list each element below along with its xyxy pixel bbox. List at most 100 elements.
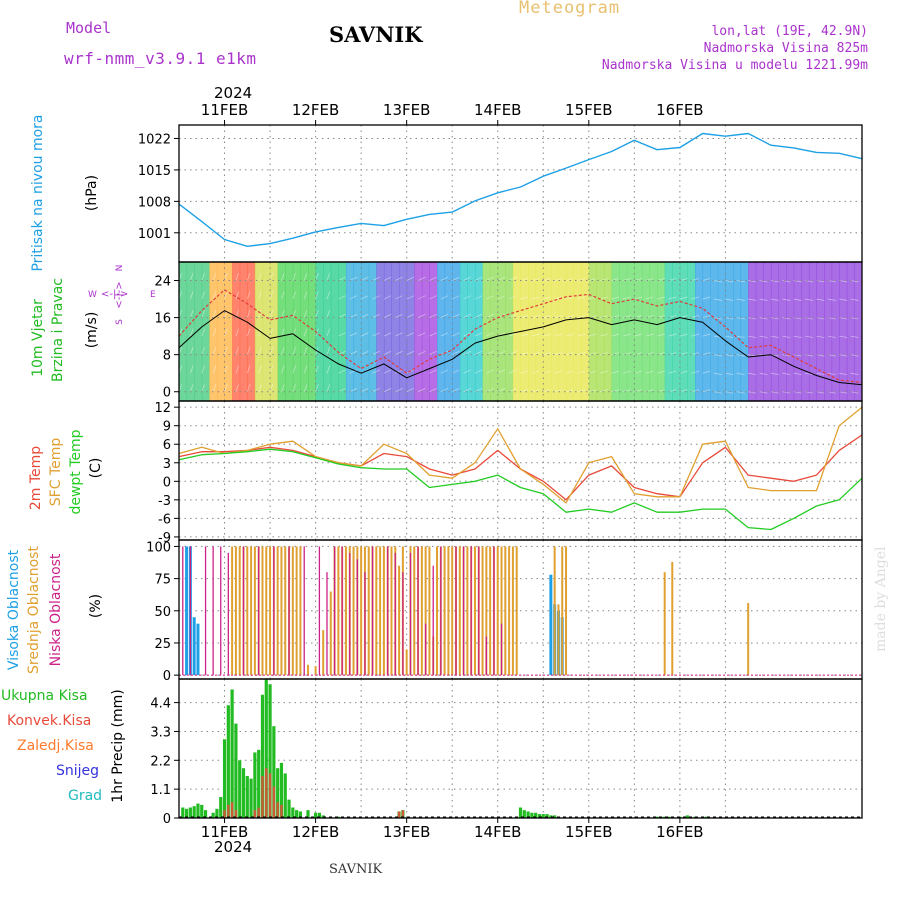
wind-field-cell bbox=[573, 262, 582, 401]
precip-total-bar bbox=[264, 679, 268, 818]
wind-barb bbox=[372, 387, 380, 393]
cloud-low-bar bbox=[258, 546, 260, 676]
wind-field-cell bbox=[399, 262, 408, 401]
wind-field-cell bbox=[292, 262, 301, 401]
cloud-low-bar bbox=[371, 546, 374, 676]
wind-barb bbox=[782, 280, 791, 283]
ytick-label: 100 bbox=[146, 540, 171, 555]
wind-field-cell bbox=[793, 262, 802, 401]
cloud-mid-bar bbox=[337, 546, 340, 676]
cloud-mid-bar bbox=[413, 546, 416, 676]
wind-field-cell bbox=[482, 262, 491, 401]
wind-barb bbox=[429, 332, 437, 337]
xtick-label-bottom: 14FEB bbox=[474, 823, 521, 841]
elevation-label: Nadmorska Visina 825m bbox=[703, 41, 868, 56]
wind-barb bbox=[736, 335, 745, 338]
wind-barb bbox=[508, 295, 517, 300]
wind-barb bbox=[201, 328, 205, 337]
wind-barb bbox=[440, 332, 449, 337]
cloud-mid-bar bbox=[466, 546, 469, 676]
ytick-label: 1015 bbox=[138, 164, 171, 179]
wind-field-cell bbox=[763, 262, 772, 401]
ytick-label: 12 bbox=[154, 401, 171, 416]
precip-total-bar bbox=[272, 726, 276, 818]
wind-field-cell bbox=[831, 262, 840, 401]
xtick-label-top: 13FEB bbox=[383, 101, 430, 119]
wind-barb bbox=[565, 333, 574, 337]
year-top: 2024 bbox=[214, 84, 253, 102]
temperature-frame bbox=[178, 400, 863, 541]
wind-barb bbox=[622, 278, 631, 281]
precip-total-bar bbox=[291, 807, 295, 818]
wind-field-cell bbox=[611, 262, 620, 401]
precip-total-bar bbox=[704, 816, 709, 818]
wind-barb bbox=[235, 328, 240, 337]
wind-barb bbox=[725, 280, 734, 283]
wind-barb bbox=[691, 352, 700, 356]
wind-barb bbox=[839, 280, 848, 283]
cloud-low-bar bbox=[462, 546, 465, 676]
wind-barb bbox=[497, 350, 506, 356]
cloud-mid-bar bbox=[489, 546, 492, 676]
cloud-low-bar bbox=[387, 546, 389, 676]
wind-field-cell bbox=[528, 262, 537, 401]
precip-total-bar bbox=[655, 816, 659, 818]
cloud-mid-bar bbox=[557, 604, 560, 676]
precip-total-bar bbox=[234, 723, 238, 818]
wind-barb bbox=[224, 384, 228, 392]
precip-total-bar bbox=[541, 814, 545, 818]
cloud-mid-bar bbox=[390, 546, 393, 676]
wind-barb bbox=[748, 280, 757, 283]
wind-barb bbox=[349, 350, 358, 356]
precip-total-bar bbox=[336, 816, 340, 818]
wind-barb bbox=[520, 315, 529, 318]
cloud-high-bar bbox=[549, 574, 553, 676]
wind-unit: (m/s) bbox=[84, 312, 100, 349]
pressure-line bbox=[178, 132, 863, 248]
wind-barb bbox=[565, 370, 574, 374]
precip-legend-2: Zaledj.Kisa bbox=[17, 738, 94, 754]
wind-barb bbox=[611, 333, 620, 337]
cloud-low-bar bbox=[485, 636, 487, 676]
wind-barb bbox=[611, 278, 620, 281]
wind-field-cell bbox=[657, 262, 666, 401]
wind-barb bbox=[281, 384, 285, 392]
wind-barb bbox=[679, 315, 688, 318]
wind-barb bbox=[679, 370, 688, 374]
wind-barb bbox=[246, 291, 251, 300]
wind-barb bbox=[190, 384, 194, 392]
wind-barb bbox=[531, 333, 540, 337]
wind-barb bbox=[212, 347, 217, 355]
wind-field-cell bbox=[376, 262, 385, 401]
wind-barb bbox=[190, 291, 194, 300]
wind-barb bbox=[406, 387, 415, 393]
cloud-low-bar bbox=[204, 546, 207, 676]
ytick-label: 25 bbox=[154, 637, 171, 652]
wind-barb bbox=[486, 313, 494, 318]
wind-barb bbox=[611, 352, 620, 356]
cloud-low-bar bbox=[220, 546, 222, 676]
precip-total-bar bbox=[276, 768, 280, 818]
precip-total-bar bbox=[314, 812, 318, 818]
precip-total-bar bbox=[219, 797, 223, 818]
wind-barb bbox=[577, 333, 586, 337]
wind-barb bbox=[315, 309, 319, 318]
wind-barb bbox=[691, 333, 700, 337]
precip-total-bar bbox=[226, 705, 230, 818]
precip-conv-bar bbox=[397, 811, 401, 818]
wind-field-cell bbox=[702, 262, 711, 401]
wind-barb bbox=[656, 296, 665, 300]
cloud-low-bar bbox=[349, 552, 351, 676]
wind-barb bbox=[338, 295, 346, 300]
wind-barb bbox=[406, 350, 415, 356]
cloud-mid-bar bbox=[307, 664, 310, 676]
wind-field-cell bbox=[383, 262, 392, 401]
ytick-label: 2.2 bbox=[150, 754, 171, 769]
wind-barb bbox=[645, 370, 654, 374]
wind-field-cell bbox=[414, 262, 423, 401]
wind-barb bbox=[383, 350, 392, 356]
cloud-mid-bar bbox=[496, 546, 499, 676]
wind-barb bbox=[338, 387, 346, 393]
wind-barb bbox=[349, 369, 358, 374]
cloud-low-bar bbox=[333, 546, 336, 676]
